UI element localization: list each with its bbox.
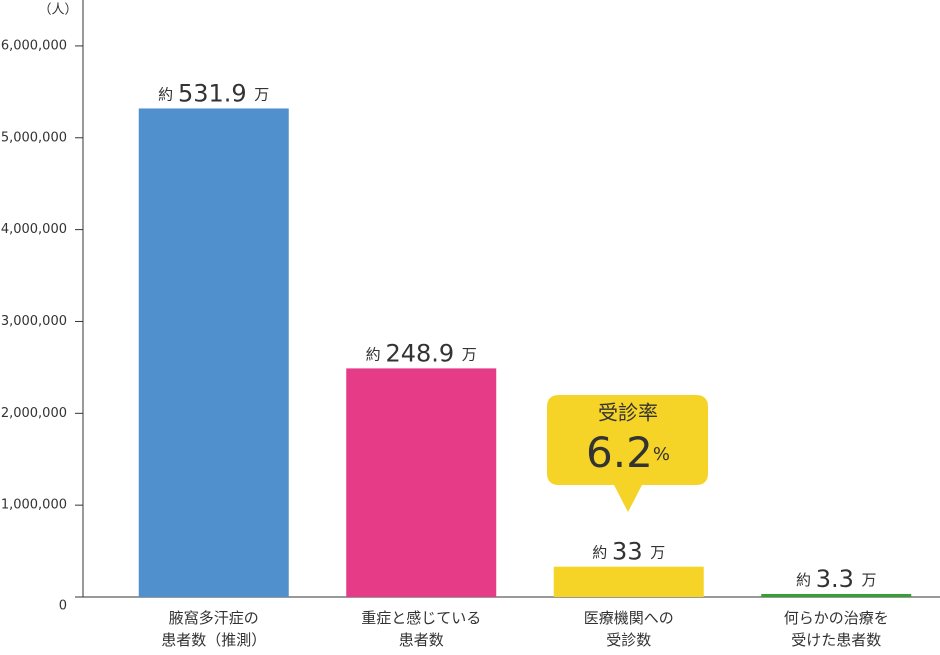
bar [553,566,704,597]
x-tick-label: 何らかの治療を受けた患者数 [784,609,889,649]
value-label: 約 3.3 万 [796,565,877,593]
bar [138,108,289,597]
x-tick-label: 医療機関への受診数 [584,609,674,649]
x-tick-label: 重症と感じている患者数 [361,609,481,649]
y-tick-label: 1,000,000 [1,498,67,513]
y-tick-label: 5,000,000 [1,130,67,145]
y-tick-label: 3,000,000 [1,314,67,329]
value-label: 約 33 万 [592,538,665,566]
value-label: 約 248.9 万 [366,339,477,367]
y-tick-label: 4,000,000 [1,222,67,237]
callout-box [547,395,708,512]
value-label: 約 531.9 万 [158,79,269,107]
y-tick-label: 2,000,000 [1,406,67,421]
x-tick-label: 腋窩多汗症の患者数（推測） [161,609,266,649]
callout: 受診率 6.2% [547,395,708,512]
y-tick-label: 0 [59,599,67,614]
bar [346,368,497,597]
y-tick-label: 6,000,000 [1,38,67,53]
bar [761,593,912,597]
callout-title: 受診率 [598,401,658,425]
callout-text: 6.2% [586,428,670,477]
y-axis-label: （人） [38,3,77,18]
